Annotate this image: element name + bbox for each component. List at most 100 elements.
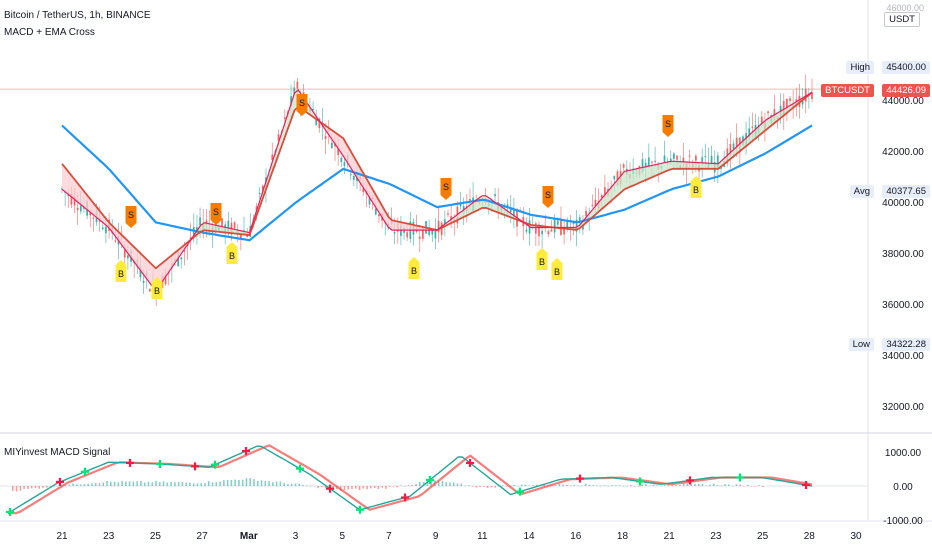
candle-body	[183, 250, 186, 252]
candle-body	[591, 205, 594, 207]
ema-cloud-segment	[638, 167, 644, 184]
candle-body	[748, 128, 751, 138]
macd-histogram-bar	[422, 481, 425, 486]
candle-body	[79, 205, 82, 212]
candle-body	[682, 157, 685, 162]
macd-histogram-bar	[94, 482, 97, 486]
macd-histogram-bar	[468, 485, 470, 486]
macd-histogram-bar	[366, 486, 368, 490]
candle-body	[785, 98, 788, 109]
buy-signal-marker-letter: B	[229, 251, 235, 261]
macd-histogram-bar	[106, 480, 108, 486]
macd-histogram-bar	[362, 486, 365, 489]
ema-long-line	[61, 124, 813, 242]
ema-cloud-segment	[732, 146, 737, 158]
macd-histogram-bar	[520, 484, 523, 486]
macd-histogram-bar	[302, 484, 304, 486]
macd-histogram-bar	[117, 482, 120, 486]
candle-body	[578, 217, 581, 222]
buy-signal-marker	[536, 248, 548, 270]
macd-histogram-bar	[45, 486, 48, 488]
ema-cloud-segment	[66, 169, 72, 197]
macd-histogram-bar	[264, 480, 267, 486]
candle-body	[644, 162, 647, 168]
macd-histogram-bar	[290, 483, 293, 486]
ema-cloud-segment	[671, 161, 677, 169]
high-label: High	[846, 61, 874, 74]
candle-body	[337, 146, 340, 155]
candle-body	[318, 118, 321, 129]
macd-histogram-bar	[475, 486, 478, 488]
macd-histogram-bar	[219, 481, 221, 486]
macd-histogram-bar	[166, 482, 169, 486]
buy-signal-marker	[151, 277, 163, 299]
macd-histogram-bar	[464, 485, 466, 487]
candle-body	[406, 232, 409, 238]
ema-cloud-segment	[226, 227, 231, 234]
candle-body	[512, 208, 515, 218]
macd-histogram-bar	[709, 484, 711, 486]
low-label: Low	[848, 338, 874, 351]
macd-histogram-bar	[287, 483, 289, 486]
sell-signal-marker-letter: S	[299, 98, 305, 108]
macd-histogram-bar	[158, 482, 161, 486]
candle-body	[261, 185, 264, 193]
candle-body	[572, 222, 575, 225]
macd-histogram-bar	[241, 479, 244, 486]
candle-body	[142, 280, 145, 284]
macd-histogram-bar	[471, 486, 474, 487]
macd-histogram-bar	[388, 486, 391, 487]
macd-histogram-bar	[690, 483, 692, 486]
macd-histogram-bar	[411, 484, 414, 486]
time-tick-label: 25	[757, 531, 769, 542]
macd-histogram-bar	[268, 480, 270, 486]
candle-body	[199, 217, 201, 226]
macd-histogram-bar	[513, 484, 515, 486]
macd-histogram-bar	[566, 484, 568, 486]
macd-histogram-bar	[532, 485, 534, 486]
macd-histogram-bar	[381, 486, 383, 488]
macd-histogram-bar	[151, 482, 154, 486]
currency-badge[interactable]: USDT	[884, 12, 920, 27]
ema-cloud-segment	[694, 162, 700, 169]
time-tick-label: 18	[617, 531, 629, 542]
macd-histogram-bar	[256, 480, 259, 486]
macd-histogram-bar	[373, 486, 376, 489]
macd-histogram-bar	[403, 485, 406, 487]
candle-body	[312, 108, 314, 111]
macd-histogram-bar	[204, 483, 206, 486]
macd-histogram-bar	[294, 483, 297, 486]
ema-cloud-segment	[90, 198, 95, 217]
ema-cloud-segment	[277, 130, 283, 158]
ema-cloud-segment	[483, 194, 489, 209]
macd-histogram-bar	[588, 484, 591, 486]
macd-histogram-bar	[226, 479, 229, 486]
candle-body	[622, 164, 625, 168]
macd-histogram-bar	[528, 485, 530, 487]
macd-histogram-bar	[577, 485, 579, 486]
ema-cloud-segment	[291, 87, 297, 119]
candle-body	[575, 219, 578, 232]
macd-histogram-bar	[189, 482, 191, 486]
candle-body	[701, 157, 704, 164]
candle-body	[694, 155, 697, 161]
candle-body	[258, 192, 261, 195]
ema-cloud-segment	[624, 170, 630, 190]
macd-histogram-bar	[743, 486, 745, 487]
macd-histogram-bar	[272, 482, 274, 486]
buy-signal-marker-letter: B	[411, 266, 417, 276]
buy-signal-marker	[408, 257, 420, 279]
candle-body	[330, 142, 333, 148]
candle-body	[221, 218, 223, 227]
candle-body	[89, 211, 92, 216]
macd-histogram-bar	[279, 481, 282, 486]
candle-body	[434, 228, 437, 239]
macd-histogram-bar	[603, 485, 606, 486]
macd-histogram-bar	[713, 483, 715, 486]
macd-histogram-bar	[143, 482, 146, 486]
macd-histogram-bar	[358, 486, 361, 491]
macd-histogram-bar	[618, 485, 621, 486]
candle-body	[239, 233, 242, 240]
macd-histogram-bar	[34, 486, 37, 489]
